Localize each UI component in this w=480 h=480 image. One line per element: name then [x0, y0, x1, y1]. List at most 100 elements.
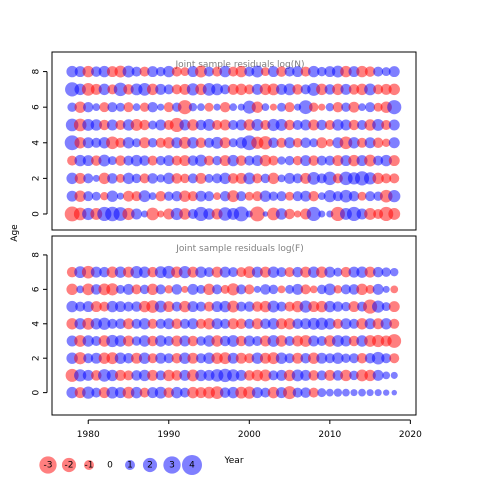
bubble-top-age8-y2008	[308, 65, 320, 78]
bubble-bottom-age5-y1990	[163, 301, 175, 313]
bubble-bottom-age6-y1983	[106, 283, 119, 296]
bubble-bottom-age0-y1997	[219, 387, 231, 398]
bubble-bottom-age3-y1987	[138, 335, 151, 347]
bubble-top-age6-y2004	[277, 102, 286, 112]
bubble-top-age8-y1983	[106, 66, 118, 78]
bubble-top-age1-y1980	[83, 191, 94, 202]
bubble-bottom-age6-y2002	[260, 284, 271, 295]
bubble-bottom-age7-y2002	[259, 266, 271, 278]
bubble-top-age5-y1989	[155, 119, 167, 131]
bubble-top-age4-y2007	[300, 137, 311, 149]
bubble-top-age3-y1991	[171, 155, 182, 166]
x-axis-title: Year	[223, 456, 243, 466]
y-tick-label-top-0: 0	[32, 211, 42, 217]
bubble-bottom-age6-y1998	[227, 283, 240, 296]
bubble-top-age6-y2002	[261, 103, 270, 112]
bubble-bottom-age2-y2011	[332, 352, 344, 364]
bubble-top-age8-y1982	[98, 65, 111, 78]
bubble-top-age1-y1981	[91, 191, 101, 201]
bubble-top-age4-y1996	[211, 136, 224, 149]
bubble-bottom-age3-y2010	[324, 335, 336, 347]
bubble-top-age4-y1987	[139, 137, 151, 149]
bubble-bottom-age4-y2015	[364, 318, 376, 330]
bubble-top-age2-y2006	[292, 173, 303, 184]
bubble-bottom-age0-y2017	[383, 389, 390, 396]
legend-label-1: 1	[127, 461, 133, 471]
bubble-bottom-age1-y2016	[372, 369, 384, 381]
bubble-top-age5-y1982	[99, 119, 110, 131]
bubble-bottom-age6-y1984	[115, 284, 125, 294]
bubble-bottom-age5-y1991	[171, 301, 182, 312]
bubble-bottom-age1-y2018	[390, 371, 398, 379]
panel-bottom-title: Joint sample residuals log(F)	[175, 244, 303, 254]
bubble-top-age3-y1983	[107, 156, 117, 166]
bubble-bottom-age6-y1989	[155, 284, 166, 295]
bubble-bottom-age6-y1995	[203, 283, 215, 296]
bubble-bottom-age0-y1988	[147, 387, 159, 399]
legend-bubble-2	[142, 457, 158, 473]
bubble-bottom-age5-y1982	[99, 301, 110, 312]
bubble-top-age4-y1998	[228, 138, 238, 148]
bubble-top-age4-y2012	[339, 136, 353, 150]
bubble-top-age5-y2006	[292, 119, 303, 130]
bubble-top-age0-y2018	[388, 208, 401, 220]
bubble-top-age8-y1981	[91, 66, 102, 77]
bubble-top-age7-y1999	[235, 83, 247, 96]
bubble-top-age4-y1984	[115, 137, 126, 148]
bubble-bottom-age2-y1999	[235, 352, 247, 364]
bubble-top-age6-y1992	[177, 100, 192, 115]
bubble-top-age8-y2006	[292, 66, 304, 78]
bubble-bottom-age1-y2010	[324, 369, 336, 381]
bubble-bottom-age5-y2016	[372, 300, 385, 313]
bubble-top-age5-y2013	[348, 119, 360, 131]
bubble-top-age6-y2015	[365, 102, 376, 113]
bubble-top-age0-y2001	[249, 206, 265, 222]
bubble-bottom-age5-y1992	[179, 300, 191, 313]
y-tick-label-top-4: 4	[32, 140, 42, 146]
bubble-top-age8-y1988	[147, 66, 159, 78]
bubble-bottom-age3-y2008	[308, 335, 320, 347]
bubble-top-age7-y1990	[163, 84, 174, 95]
bubble-top-age7-y1993	[186, 83, 200, 96]
bubble-top-age2-y2002	[260, 173, 271, 184]
bubble-bottom-age0-y1978	[66, 386, 78, 399]
bubble-top-age7-y1980	[81, 83, 95, 96]
bubble-bottom-age6-y2006	[292, 283, 304, 295]
bubble-bottom-age7-y2008	[308, 266, 320, 278]
bubble-top-age3-y2000	[244, 155, 255, 166]
bubble-bottom-age4-y2009	[315, 317, 328, 330]
panel-bottom-bubbles	[65, 265, 402, 400]
bubble-bottom-age6-y2001	[253, 285, 261, 293]
bubble-bottom-age3-y2005	[284, 335, 295, 346]
bubble-bottom-age7-y2010	[324, 266, 336, 278]
bubble-bottom-age6-y2015	[365, 284, 375, 294]
bubble-top-age3-y1984	[115, 155, 126, 166]
bubble-top-age7-y1985	[123, 84, 134, 95]
bubble-bottom-age0-y1993	[187, 386, 199, 399]
bubble-top-age6-y1986	[132, 103, 141, 112]
bubble-top-age7-y2000	[244, 84, 255, 95]
bubble-bottom-age2-y1986	[131, 352, 143, 364]
bubble-bottom-age3-y2002	[259, 335, 271, 347]
bubble-bottom-age6-y2012	[340, 284, 351, 295]
bubble-bottom-age5-y1983	[106, 300, 119, 313]
bubble-top-age8-y2000	[244, 66, 255, 77]
bubble-top-age7-y2008	[307, 82, 321, 96]
bubble-top-age3-y1986	[130, 154, 143, 167]
bubble-top-age4-y2013	[348, 137, 360, 149]
bubble-top-age2-y2004	[277, 174, 286, 183]
bubble-top-age1-y2004	[276, 191, 287, 202]
bubble-top-age4-y2010	[325, 138, 334, 147]
bubble-bottom-age4-y1978	[66, 318, 78, 330]
bubble-bottom-age0-y2001	[251, 387, 263, 399]
bubble-top-age3-y2009	[316, 155, 327, 166]
bubble-bottom-age4-y1992	[179, 318, 190, 329]
bubble-top-age6-y2010	[325, 103, 335, 112]
bubble-top-age8-y2005	[284, 66, 295, 77]
bubble-bottom-age1-y1993	[187, 369, 199, 382]
bubble-bottom-age2-y1979	[74, 352, 87, 365]
bubble-top-age1-y2001	[252, 191, 263, 202]
bubble-bottom-age1-y1990	[163, 369, 175, 382]
bubble-bottom-age2-y1993	[187, 352, 199, 364]
bubble-bottom-age5-y2000	[244, 301, 255, 312]
